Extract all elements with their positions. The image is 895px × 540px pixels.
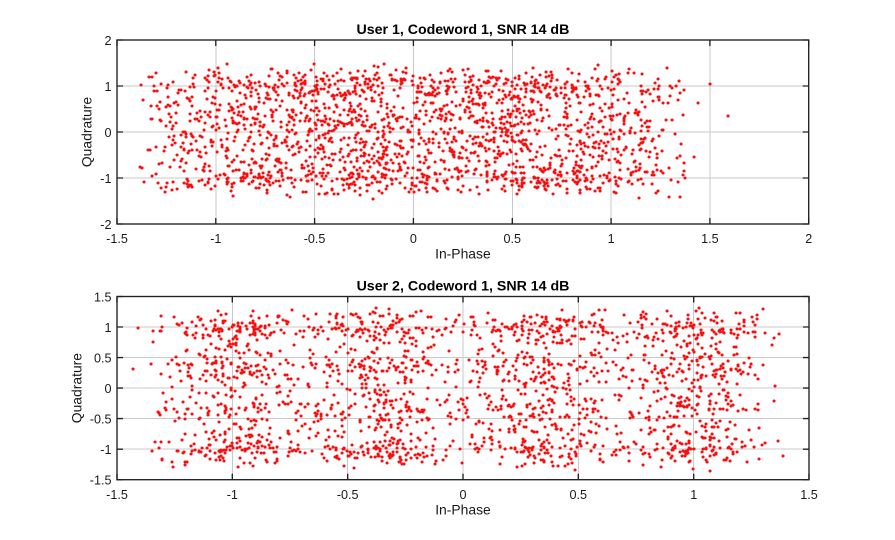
svg-text:In-Phase: In-Phase xyxy=(435,246,491,262)
svg-text:0.5: 0.5 xyxy=(570,488,588,502)
svg-text:Quadrature: Quadrature xyxy=(79,97,95,168)
svg-text:2: 2 xyxy=(805,232,812,246)
svg-text:0: 0 xyxy=(459,488,466,502)
svg-text:0.5: 0.5 xyxy=(94,351,112,365)
svg-text:-1: -1 xyxy=(100,443,111,457)
svg-text:In-Phase: In-Phase xyxy=(435,502,491,518)
svg-text:0: 0 xyxy=(104,126,111,140)
svg-text:1: 1 xyxy=(690,488,697,502)
svg-text:-0.5: -0.5 xyxy=(90,412,112,426)
svg-text:1: 1 xyxy=(104,80,111,94)
svg-text:Quadrature: Quadrature xyxy=(68,353,84,424)
svg-text:0: 0 xyxy=(410,232,417,246)
svg-text:-1.5: -1.5 xyxy=(106,488,128,502)
svg-text:-2: -2 xyxy=(100,218,111,232)
svg-text:1.5: 1.5 xyxy=(701,232,719,246)
svg-text:1: 1 xyxy=(608,232,615,246)
svg-text:-1: -1 xyxy=(100,172,111,186)
svg-text:1.5: 1.5 xyxy=(800,488,818,502)
svg-text:-0.5: -0.5 xyxy=(337,488,359,502)
svg-text:1: 1 xyxy=(104,321,111,335)
svg-text:User 2, Codeword 1, SNR 14 dB: User 2, Codeword 1, SNR 14 dB xyxy=(357,278,570,294)
svg-text:-0.5: -0.5 xyxy=(304,232,326,246)
svg-text:-1.5: -1.5 xyxy=(106,232,128,246)
svg-text:-1: -1 xyxy=(227,488,238,502)
svg-text:0.5: 0.5 xyxy=(504,232,522,246)
svg-text:User 1, Codeword 1, SNR 14 dB: User 1, Codeword 1, SNR 14 dB xyxy=(356,22,569,38)
svg-text:1.5: 1.5 xyxy=(94,290,112,304)
svg-text:-1.5: -1.5 xyxy=(90,474,112,488)
svg-text:0: 0 xyxy=(104,382,111,396)
svg-text:2: 2 xyxy=(104,34,111,48)
svg-text:-1: -1 xyxy=(210,232,221,246)
